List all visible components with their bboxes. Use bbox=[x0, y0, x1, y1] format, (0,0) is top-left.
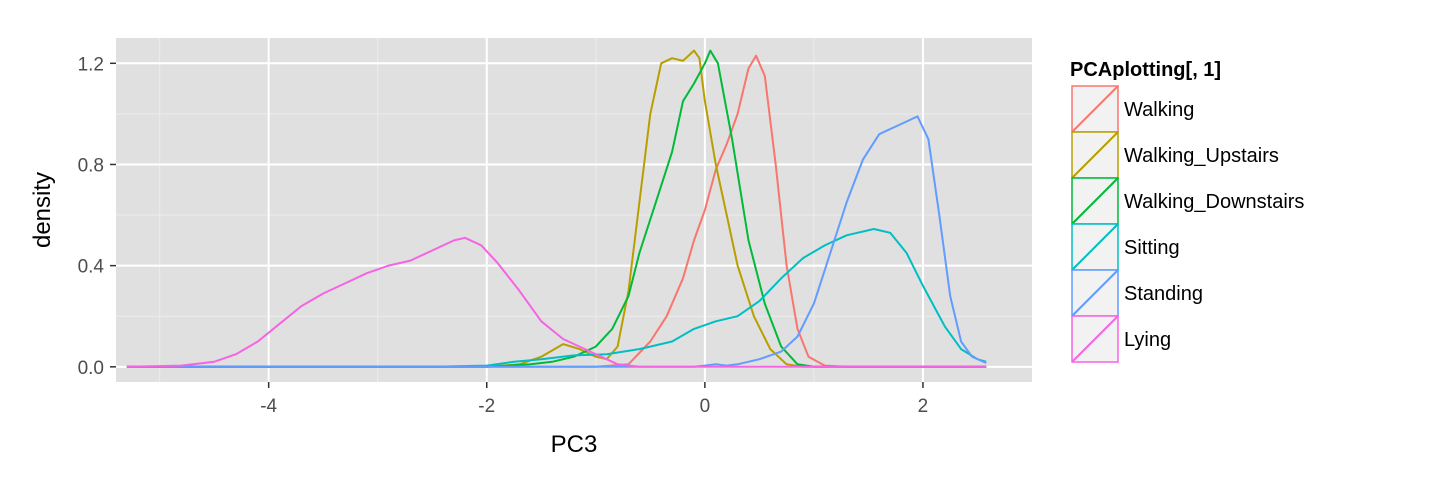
legend-item: Walking_Downstairs bbox=[1071, 177, 1304, 225]
legend-item: Walking_Upstairs bbox=[1071, 131, 1279, 179]
legend-item: Standing bbox=[1071, 269, 1203, 317]
legend-label: Walking_Downstairs bbox=[1124, 191, 1304, 213]
panel-background bbox=[116, 38, 1032, 382]
legend-key-line bbox=[1071, 223, 1119, 271]
legend-label: Standing bbox=[1124, 283, 1203, 305]
legend: PCAplotting[, 1] Walking Walking_Upstairs… bbox=[1070, 59, 1304, 363]
legend-label: Walking bbox=[1124, 99, 1194, 121]
x-tick-label: -4 bbox=[260, 396, 277, 417]
legend-label: Sitting bbox=[1124, 237, 1180, 259]
y-tick-label: 0.0 bbox=[78, 358, 104, 379]
density-line-standing bbox=[126, 115, 987, 368]
density-line-sitting bbox=[126, 228, 987, 368]
y-axis: 0.0 0.4 0.8 1.2 bbox=[78, 54, 116, 379]
x-tick-label: -2 bbox=[478, 396, 495, 417]
legend-label: Walking_Upstairs bbox=[1124, 145, 1279, 167]
legend-item: Lying bbox=[1071, 315, 1171, 363]
legend-key-line bbox=[1071, 177, 1119, 225]
legend-key-line bbox=[1071, 85, 1119, 133]
y-axis-title: density bbox=[29, 172, 56, 248]
y-tick-label: 0.4 bbox=[78, 257, 105, 278]
legend-items: Walking Walking_Upstairs Walking_Downstair… bbox=[1071, 85, 1304, 363]
x-axis-title: PC3 bbox=[551, 431, 598, 458]
legend-key-line bbox=[1071, 269, 1119, 317]
x-tick-label: 0 bbox=[700, 396, 711, 417]
legend-item: Walking bbox=[1071, 85, 1194, 133]
legend-item: Sitting bbox=[1071, 223, 1180, 271]
legend-title: PCAplotting[, 1] bbox=[1070, 59, 1221, 81]
y-tick-label: 0.8 bbox=[78, 155, 104, 176]
y-tick-label: 1.2 bbox=[78, 54, 104, 75]
x-tick-label: 2 bbox=[918, 396, 929, 417]
legend-label: Lying bbox=[1124, 329, 1171, 351]
density-line-lying bbox=[126, 236, 987, 368]
x-axis: -4 -2 0 2 bbox=[260, 382, 928, 417]
density-line-walking bbox=[126, 54, 987, 368]
series-layer bbox=[126, 49, 987, 368]
legend-key-line bbox=[1071, 131, 1119, 179]
density-line-walking-downstairs bbox=[126, 49, 987, 368]
legend-key-line bbox=[1071, 315, 1119, 363]
